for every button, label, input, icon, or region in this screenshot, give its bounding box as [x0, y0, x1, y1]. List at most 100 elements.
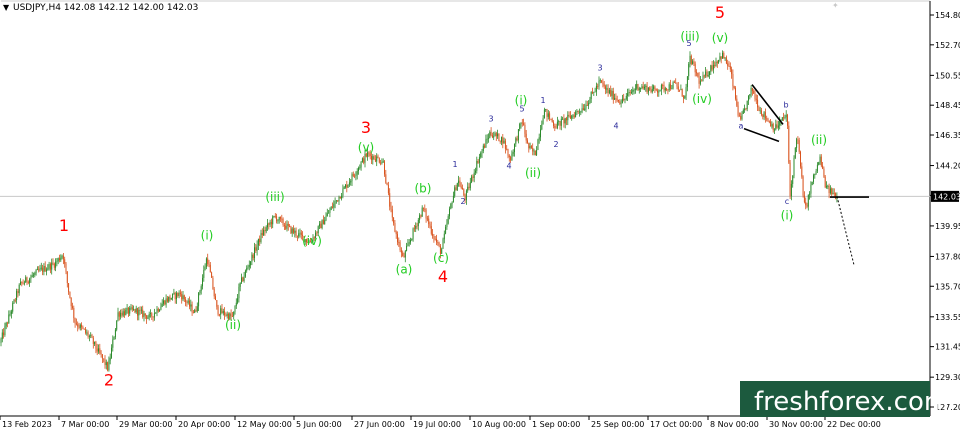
candle-body	[75, 323, 77, 325]
candle-body	[351, 174, 353, 182]
candle-body	[585, 104, 587, 109]
candle-body	[150, 313, 151, 314]
candle-body	[131, 307, 133, 310]
candle-body	[137, 308, 138, 316]
candle-body	[100, 353, 102, 355]
candle-body	[5, 322, 7, 327]
candle-body	[576, 110, 578, 113]
candle-body	[23, 282, 25, 284]
candle-body	[179, 292, 181, 295]
candle-body	[51, 262, 53, 270]
candle-body	[835, 193, 837, 199]
x-tick-label: 10 Aug 00:00	[472, 420, 526, 429]
candle-body	[761, 110, 762, 115]
wave-label-primary: 2	[104, 371, 114, 390]
candle-body	[200, 286, 202, 292]
y-tick-label: 150.55	[935, 71, 960, 80]
candle-body	[623, 98, 625, 100]
candle-body	[256, 245, 258, 251]
candle-body	[638, 88, 640, 91]
wave-label-primary: 4	[438, 267, 448, 286]
candle-body	[46, 269, 47, 272]
candle-body	[86, 332, 88, 334]
candle-body	[816, 164, 818, 172]
candle-body	[632, 89, 634, 93]
y-tick-label: 154.80	[935, 11, 960, 20]
candle-body	[759, 110, 761, 112]
candle-body	[108, 360, 110, 371]
candle-body	[95, 341, 97, 349]
y-tick-label: 146.35	[935, 131, 960, 140]
candle-body	[165, 298, 167, 305]
candle-body	[489, 131, 491, 138]
candle-body	[685, 87, 687, 96]
candle-body	[534, 150, 536, 156]
candle-body	[478, 157, 480, 163]
candle-body	[389, 193, 391, 207]
candle-body	[36, 269, 38, 271]
candle-body	[798, 140, 800, 152]
candle-body	[107, 362, 109, 371]
dropdown-triangle-icon[interactable]: ▼	[3, 3, 10, 12]
x-tick-label: 29 Mar 00:00	[119, 420, 172, 429]
candle-body	[683, 96, 684, 99]
candle-body	[709, 71, 710, 75]
candle-body	[826, 186, 827, 188]
candle-body	[831, 188, 833, 195]
candle-body	[101, 354, 103, 359]
candle-body	[260, 233, 262, 243]
candle-body	[120, 312, 122, 317]
candle-body	[450, 204, 452, 209]
candle-body	[703, 75, 705, 77]
candle-body	[763, 112, 765, 117]
candle-body	[68, 283, 70, 292]
candle-body	[172, 293, 174, 299]
wave-label-intermediate: (i)	[781, 209, 794, 223]
candle-body	[20, 281, 21, 285]
wave-label-intermediate: (v)	[712, 31, 728, 45]
candle-body	[477, 160, 479, 163]
candle-body	[774, 129, 775, 131]
candle-body	[736, 98, 738, 106]
candle-body	[398, 242, 400, 243]
candle-body	[13, 299, 15, 304]
y-tick-label: 135.70	[935, 282, 960, 291]
candle-body	[420, 215, 422, 217]
candle-body	[820, 156, 822, 166]
candle-body	[690, 55, 692, 64]
candle-body	[663, 85, 665, 91]
candle-body	[718, 59, 720, 64]
candle-body	[99, 348, 101, 354]
candle-body	[113, 337, 115, 340]
candle-body	[731, 69, 733, 75]
candle-body	[254, 247, 255, 259]
candle-body	[541, 124, 543, 130]
candle-body	[781, 117, 783, 121]
wave-label-minor: 1	[540, 96, 545, 105]
wave-label-intermediate: (c)	[433, 251, 449, 265]
candle-body	[299, 232, 301, 234]
candle-body	[235, 302, 237, 306]
candle-body	[694, 63, 696, 73]
candle-body	[599, 80, 601, 82]
candle-body	[72, 306, 73, 308]
candle-body	[463, 189, 465, 196]
candle-body	[597, 85, 599, 87]
candle-body	[1, 332, 3, 339]
candle-body	[434, 238, 436, 240]
candle-body	[644, 86, 645, 89]
y-tick-label: 137.80	[935, 252, 960, 261]
candle-body	[133, 309, 135, 310]
candle-body	[387, 185, 389, 194]
wave-label-intermediate: (iv)	[692, 92, 712, 106]
candle-body	[367, 152, 369, 157]
candle-body	[660, 85, 662, 91]
wave-label-minor: a	[739, 122, 744, 131]
candle-body	[238, 286, 240, 299]
candle-body	[468, 186, 470, 189]
candle-body	[31, 275, 33, 278]
candle-body	[294, 230, 296, 233]
candle-body	[503, 140, 505, 144]
candle-body	[122, 311, 124, 316]
candle-body	[779, 121, 781, 126]
